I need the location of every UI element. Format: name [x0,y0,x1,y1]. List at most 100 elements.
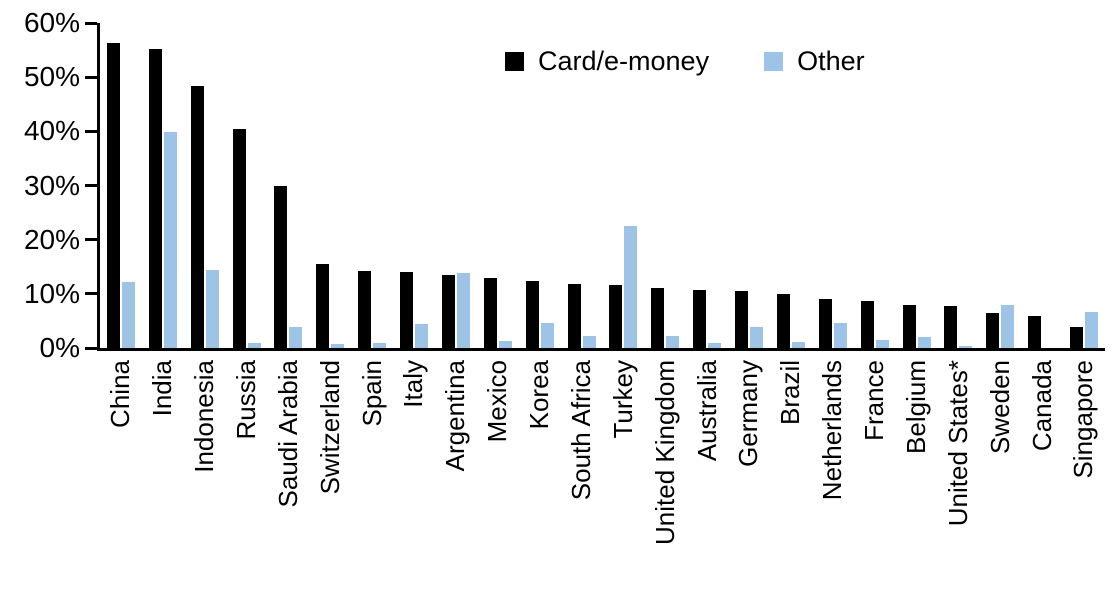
x-axis-label: Spain [356,360,387,427]
legend-swatch-other [764,52,784,71]
x-label-cell: Switzerland [309,360,351,594]
x-axis-label: Germany [733,360,764,467]
bar-other-south-africa [582,335,596,348]
bar-card-e-money-mexico [483,278,497,348]
bar-other-korea [540,323,554,348]
bar-card-e-money-indonesia [190,86,204,348]
x-axis-label: Sweden [984,360,1015,454]
x-label-cell: Spain [351,360,393,594]
bar-card-e-money-south-africa [567,283,581,348]
y-axis-tick-label: 10% [23,277,80,309]
bar-card-e-money-italy [400,272,414,348]
plot-area: 0% 10% 20% 30% 40% 50% 60% [24,8,1105,363]
y-axis-tick-label: 20% [23,223,80,255]
y-axis-tick [85,184,97,187]
bar-other-saudi-arabia [289,327,303,348]
bar-group-indonesia [184,23,226,348]
bar-group-france [854,23,896,348]
bar-card-e-money-saudi-arabia [274,186,288,348]
y-axis-tick [85,292,97,296]
bar-other-switzerland [331,343,345,348]
bar-group-netherlands [812,23,854,348]
legend: Card/e-money Other [505,46,865,77]
x-axis-label: Mexico [482,360,513,443]
x-label-cell: Mexico [477,360,519,594]
x-label-cell: Sweden [979,360,1021,594]
bar-group-switzerland [309,23,351,348]
bar-other-belgium [917,337,931,348]
x-label-cell: France [854,360,896,594]
y-axis-tick-label: 30% [23,169,80,201]
y-axis-tick [85,346,97,350]
bar-group-sweden [979,23,1021,348]
bar-other-indonesia [205,269,219,348]
bar-group-south-africa [561,23,603,348]
bar-card-e-money-switzerland [316,263,330,348]
x-axis-label: Switzerland [314,360,345,495]
bar-other-singapore [1085,312,1099,348]
x-axis-label: Russia [230,360,261,440]
x-label-cell: Netherlands [812,360,854,594]
bar-other-netherlands [833,322,847,348]
x-axis-label: Argentina [440,360,471,472]
bar-other-united-states- [959,346,973,348]
x-axis-label: Italy [398,360,429,408]
bar-other-russia [247,343,261,348]
bar-card-e-money-sweden [986,313,1000,348]
bar-other-brazil [791,342,805,348]
y-axis-line [97,23,100,351]
x-axis-label: Brazil [775,360,806,426]
x-label-cell: India [142,360,184,594]
x-label-cell: Brazil [770,360,812,594]
x-label-cell: United States* [938,360,980,594]
y-axis-tick-label: 0% [39,332,80,363]
bar-group-spain [351,23,393,348]
bar-group-korea [519,23,561,348]
x-axis-label: South Africa [565,360,596,501]
legend-label-card-emoney: Card/e-money [538,46,710,76]
x-axis-label: Netherlands [817,360,848,501]
y-axis-tick-label: 50% [23,61,80,93]
y-axis-tick [85,238,97,242]
x-axis-label: France [859,360,890,441]
legend-label-other: Other [797,46,865,76]
x-label-cell: Saudi Arabia [268,360,310,594]
y-axis-tick-label: 40% [23,115,80,147]
bar-other-china [121,281,135,348]
bar-group-italy [393,23,435,348]
bar-card-e-money-korea [525,281,539,348]
bar-group-united-kingdom [644,23,686,348]
bar-group-russia [226,23,268,348]
x-label-cell: Argentina [435,360,477,594]
x-label-cell: South Africa [561,360,603,594]
x-label-cell: Turkey [603,360,645,594]
x-axis-label: Canada [1026,360,1057,452]
x-axis-label: Belgium [900,360,931,454]
bar-card-e-money-singapore [1070,327,1084,348]
bar-group-india [142,23,184,348]
x-axis-label: Saudi Arabia [272,360,303,508]
bar-group-saudi-arabia [268,23,310,348]
bar-card-e-money-australia [693,289,707,348]
x-axis-label: India [147,360,178,417]
bar-other-mexico [498,341,512,348]
bars-container [100,23,1105,348]
x-axis-label: China [105,360,136,428]
bar-card-e-money-india [148,49,162,348]
bar-other-australia [708,342,722,348]
bar-group-singapore [1063,23,1105,348]
x-label-cell: Germany [728,360,770,594]
x-axis-labels: China India Indonesia Russia Saudi Arabia Swi… [100,360,1105,594]
bar-group-australia [686,23,728,348]
bar-card-e-money-turkey [609,285,623,348]
bar-group-brazil [770,23,812,348]
x-label-cell: Belgium [896,360,938,594]
bar-other-sweden [1001,304,1015,348]
bar-other-india [163,132,177,348]
bar-group-canada [1021,23,1063,348]
bar-group-turkey [603,23,645,348]
bar-card-e-money-china [106,42,120,348]
bar-other-spain [373,343,387,348]
bar-card-e-money-spain [358,271,372,348]
